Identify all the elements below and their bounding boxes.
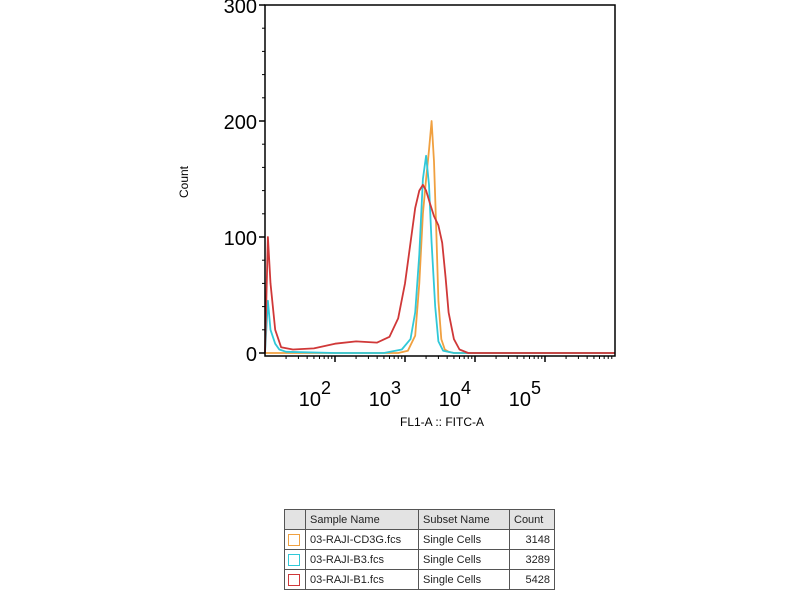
series-swatch (288, 573, 300, 586)
y-tick-label: 300 (224, 0, 257, 18)
y-tick-label: 100 (224, 228, 257, 250)
plot-frame (264, 4, 616, 357)
count-cell: 3289 (509, 549, 555, 570)
x-tick-label: 105 (509, 378, 541, 411)
subset-name-cell: Single Cells (418, 569, 510, 590)
series-line (265, 120, 615, 354)
sample-name-cell: 03-RAJI-CD3G.fcs (305, 529, 419, 550)
column-header-sample: Sample Name (305, 509, 419, 530)
series-line (264, 154, 615, 354)
x-tick-label: 102 (299, 378, 331, 411)
legend-header-row: Sample Name Subset Name Count (284, 509, 555, 530)
legend-row: 03-RAJI-CD3G.fcs Single Cells 3148 (284, 529, 555, 550)
y-axis-label: Count (177, 165, 191, 198)
count-cell: 5428 (509, 569, 555, 590)
legend-row: 03-RAJI-B3.fcs Single Cells 3289 (284, 549, 555, 570)
x-tick-label: 104 (439, 378, 471, 411)
x-tick-label: 103 (369, 378, 401, 411)
sample-legend-table: Sample Name Subset Name Count 03-RAJI-CD… (284, 509, 555, 590)
x-axis-label: FL1-A :: FITC-A (400, 415, 484, 429)
count-cell: 3148 (509, 529, 555, 550)
series-layer (264, 120, 615, 354)
y-tick-label: 200 (224, 112, 257, 134)
sample-name-cell: 03-RAJI-B3.fcs (305, 549, 419, 570)
subset-name-cell: Single Cells (418, 529, 510, 550)
sample-name-cell: 03-RAJI-B1.fcs (305, 569, 419, 590)
legend-row: 03-RAJI-B1.fcs Single Cells 5428 (284, 569, 555, 590)
column-header-subset: Subset Name (418, 509, 510, 530)
subset-name-cell: Single Cells (418, 549, 510, 570)
series-line (264, 183, 615, 354)
axis-layer: 0 100 200 300 102 103 104 105 (224, 0, 613, 411)
series-swatch (288, 553, 300, 566)
column-header-count: Count (509, 509, 555, 530)
y-tick-label: 0 (246, 344, 257, 366)
legend-header-blank (284, 509, 306, 530)
series-swatch (288, 533, 300, 546)
